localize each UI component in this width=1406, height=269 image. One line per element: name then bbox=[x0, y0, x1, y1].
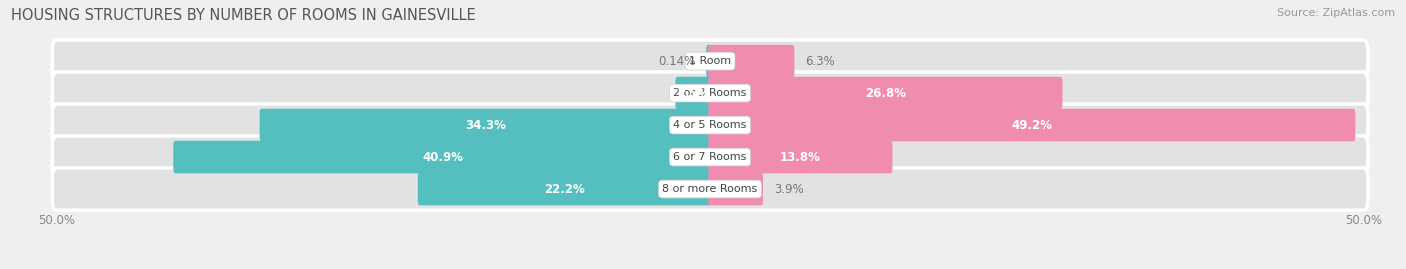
Text: Source: ZipAtlas.com: Source: ZipAtlas.com bbox=[1277, 8, 1395, 18]
Text: 22.2%: 22.2% bbox=[544, 183, 585, 196]
FancyBboxPatch shape bbox=[52, 104, 1368, 146]
FancyBboxPatch shape bbox=[52, 136, 1368, 178]
Text: 6.3%: 6.3% bbox=[806, 55, 835, 68]
Text: 49.2%: 49.2% bbox=[1011, 119, 1052, 132]
FancyBboxPatch shape bbox=[709, 173, 763, 205]
Text: HOUSING STRUCTURES BY NUMBER OF ROOMS IN GAINESVILLE: HOUSING STRUCTURES BY NUMBER OF ROOMS IN… bbox=[11, 8, 477, 23]
Text: 26.8%: 26.8% bbox=[865, 87, 905, 100]
Text: 3.9%: 3.9% bbox=[775, 183, 804, 196]
FancyBboxPatch shape bbox=[173, 141, 711, 173]
Text: 2.5%: 2.5% bbox=[678, 87, 710, 100]
FancyBboxPatch shape bbox=[260, 109, 711, 141]
Text: 6 or 7 Rooms: 6 or 7 Rooms bbox=[673, 152, 747, 162]
Text: 8 or more Rooms: 8 or more Rooms bbox=[662, 184, 758, 194]
Text: 34.3%: 34.3% bbox=[465, 119, 506, 132]
FancyBboxPatch shape bbox=[52, 40, 1368, 82]
Text: 2 or 3 Rooms: 2 or 3 Rooms bbox=[673, 88, 747, 98]
Text: 4 or 5 Rooms: 4 or 5 Rooms bbox=[673, 120, 747, 130]
FancyBboxPatch shape bbox=[706, 45, 711, 77]
FancyBboxPatch shape bbox=[675, 77, 711, 109]
FancyBboxPatch shape bbox=[709, 77, 1063, 109]
Text: 40.9%: 40.9% bbox=[422, 151, 463, 164]
Text: 13.8%: 13.8% bbox=[780, 151, 821, 164]
FancyBboxPatch shape bbox=[709, 45, 794, 77]
FancyBboxPatch shape bbox=[418, 173, 711, 205]
FancyBboxPatch shape bbox=[52, 72, 1368, 114]
FancyBboxPatch shape bbox=[52, 168, 1368, 210]
FancyBboxPatch shape bbox=[709, 109, 1355, 141]
FancyBboxPatch shape bbox=[709, 141, 893, 173]
Text: 1 Room: 1 Room bbox=[689, 56, 731, 66]
Text: 0.14%: 0.14% bbox=[658, 55, 695, 68]
